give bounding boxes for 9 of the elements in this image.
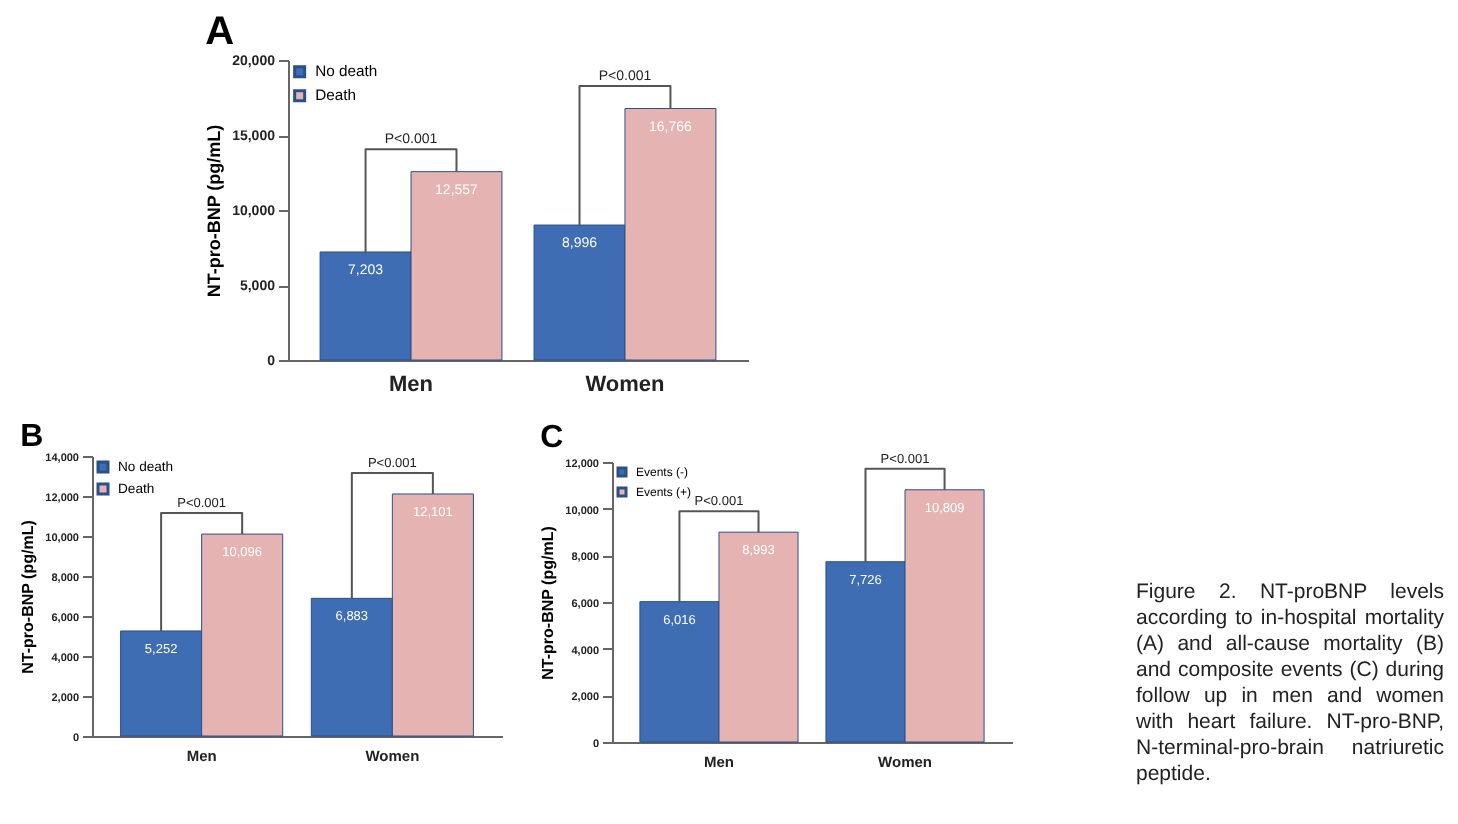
y-axis-title: NT-pro-BNP (pg/mL) xyxy=(204,124,225,298)
chart-title: B xyxy=(20,420,44,454)
chart-title: A xyxy=(205,10,235,54)
x-tick-label: Men xyxy=(389,373,434,397)
x-tick-label: Women xyxy=(585,373,666,397)
chart-title: C xyxy=(540,420,565,455)
caption: Figure 2. NT-proBNP levels according to in-hospital mortality (A) and all-cause mortality (B) and composite events (C) during follow up in men and women with heart failure. NT-pro-BNP, N-terminal-pro-brain natriuretic peptide. xyxy=(1136,580,1444,788)
y-axis-title: NT-pro-BNP (pg/mL) xyxy=(19,519,38,674)
y-axis-title: NT-pro-BNP (pg/mL) xyxy=(539,525,558,680)
